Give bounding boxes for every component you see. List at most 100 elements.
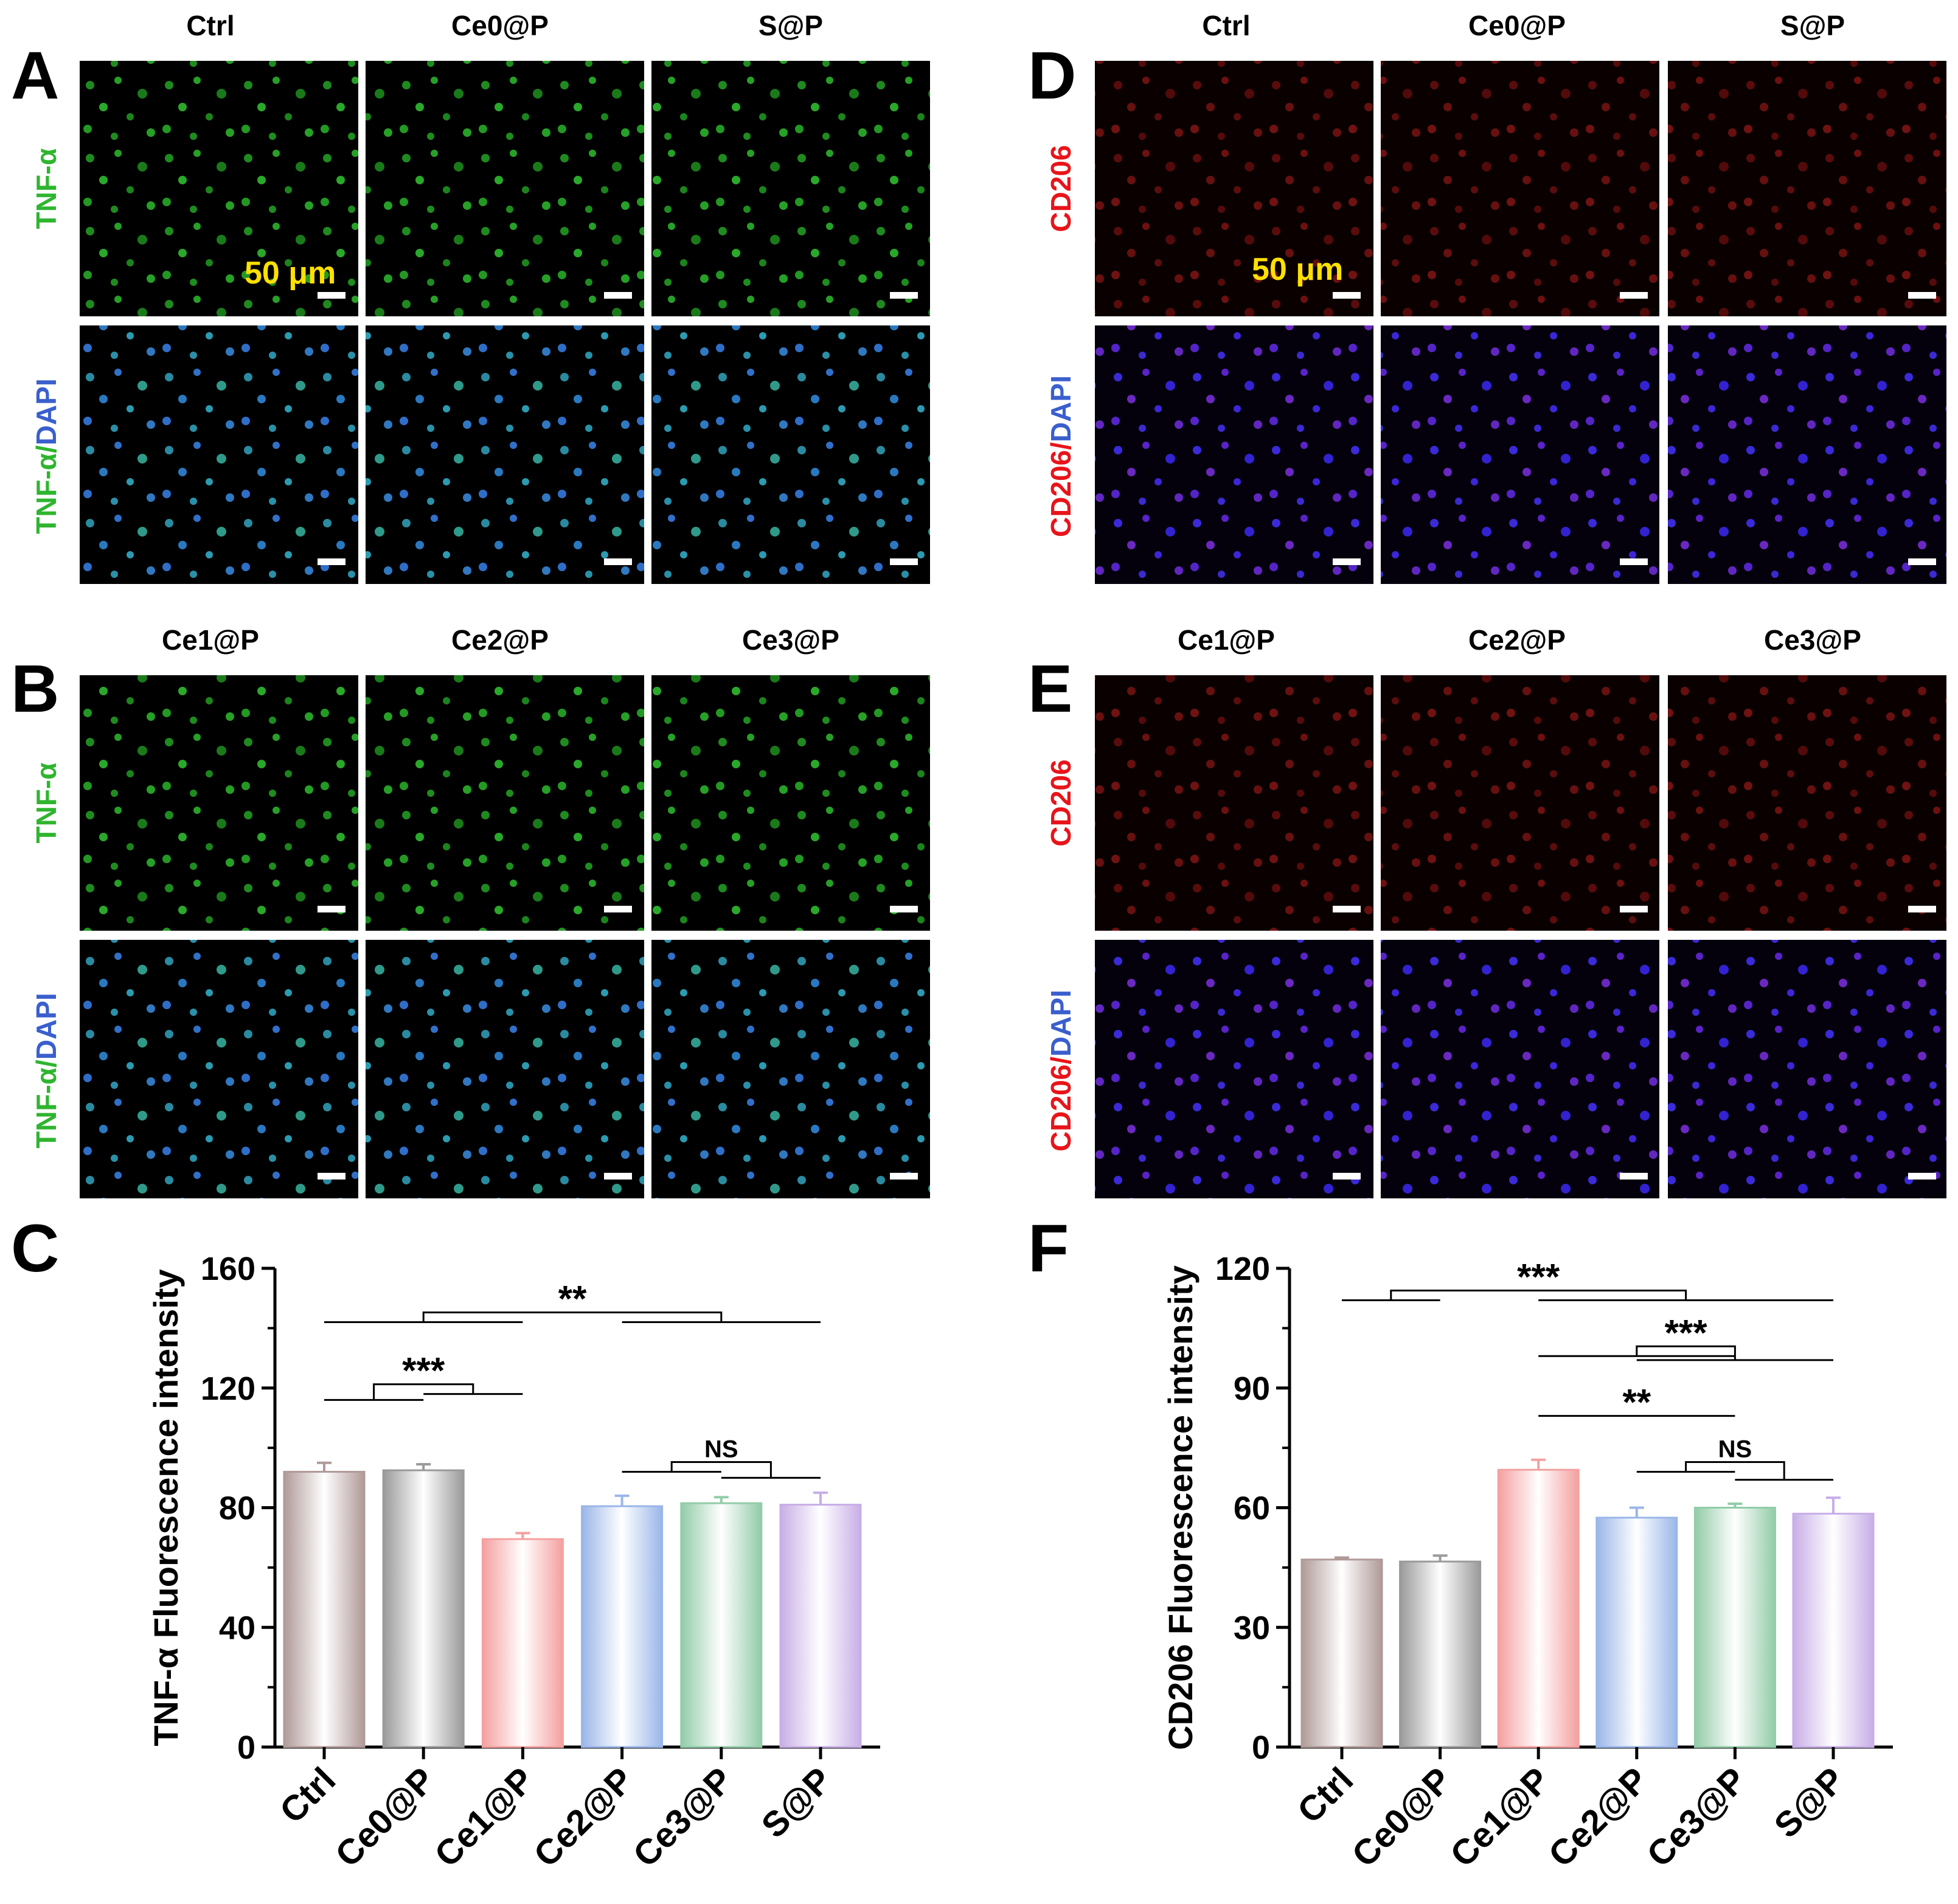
y-tick-label: 40 [219,1610,255,1646]
micrograph-tnf [80,61,358,316]
scale-bar [890,292,918,299]
row-label-part: / [1045,1057,1077,1065]
micrograph-cd206 [1668,675,1946,931]
chart-F: F CD206 Fluorescence intensity 0 30 60 90 120 C… [1028,1211,1893,1875]
significance-connector [1636,1345,1736,1360]
y-tick-label: 0 [1252,1729,1270,1766]
significance-connector [1390,1289,1687,1301]
significance-label: *** [1517,1256,1560,1297]
panel-letter: E [1028,651,1072,726]
column-label: Ce3@P [742,624,839,656]
chart-C: C TNF-α Fluorescence intensity 0 40 80 120 160… [11,1211,880,1875]
x-tick-label: Ce3@P [1639,1760,1754,1875]
row-label: TNF-α [30,148,62,229]
row-label: CD206 [1045,145,1077,232]
row-label-part: TNF-α [30,453,62,534]
column-label: Ce1@P [162,624,259,656]
significance-connector [670,1461,772,1478]
x-tick-label: S@P [1767,1760,1853,1846]
scale-bar [1620,558,1648,565]
panel-D: D Ctrl Ce0@P S@P CD206 CD206/DAPI 50 μm [1028,10,1946,584]
significance-label: NS [704,1436,738,1462]
x-tick-label: Ctrl [1290,1760,1361,1831]
row-label-part: / [30,445,62,453]
micrograph-tnf-dapi [651,325,930,584]
bar [283,1470,366,1748]
row-label-part: TNF-α [30,1068,62,1148]
row-label-part: CD206 [1045,759,1077,846]
row-label-part: CD206 [1045,145,1077,232]
scale-bar [1908,292,1936,299]
y-tick-label: 120 [201,1371,255,1407]
y-axis-label: CD206 Fluorescence intensity [1161,1265,1199,1750]
significance-connector [422,1312,723,1322]
panel-B: B Ce1@P Ce2@P Ce3@P TNF-α TNF-α/DAPI [11,624,930,1198]
row-label-part: DAPI [30,378,62,445]
scale-bar [318,906,345,912]
row-label: CD206/DAPI [1045,375,1077,537]
scale-bar [890,558,918,565]
scale-bar [1333,906,1361,912]
micrograph-tnf [366,61,644,316]
micrograph-cd206-dapi [1095,940,1373,1198]
significance-connector [1685,1461,1785,1480]
micrograph-cd206 [1668,61,1946,316]
significance-label: *** [1665,1312,1708,1353]
bar [680,1502,763,1748]
column-label: Ce3@P [1764,624,1861,656]
x-tick-label: Ce0@P [328,1760,443,1875]
bar [779,1504,862,1748]
x-tick-label: Ce0@P [1344,1760,1459,1875]
row-label-part: DAPI [1045,375,1077,442]
scale-bar [890,1173,918,1180]
bar [1300,1558,1383,1748]
scale-bar [1333,558,1361,565]
micrograph-tnf-dapi [80,940,358,1198]
scale-bar [318,1173,345,1180]
y-tick-label: 30 [1234,1610,1270,1646]
panel-letter: B [11,651,59,726]
row-label: TNF-α [30,762,62,843]
row-label-part: TNF-α [30,762,62,843]
bar [581,1505,664,1748]
panel-letter: F [1028,1211,1069,1286]
scale-bar [1908,1173,1936,1180]
micrograph-tnf-dapi [80,325,358,584]
significance-label: NS [1718,1436,1752,1462]
scale-bar [1908,906,1936,912]
panel-letter: A [11,38,59,113]
scale-bar [604,906,632,912]
micrograph-cd206 [1381,61,1659,316]
row-label: CD206/DAPI [1045,990,1077,1152]
bar [1497,1468,1580,1748]
x-tick-label: Ce1@P [427,1760,542,1875]
x-tick-label: Ce2@P [526,1760,641,1875]
column-label: Ce2@P [451,624,549,656]
row-label-part: DAPI [1045,990,1077,1057]
y-axis-label: TNF-α Fluorescence intensity [147,1269,185,1746]
x-tick-label: Ce2@P [1541,1760,1656,1875]
column-label: S@P [759,10,823,41]
row-label: CD206 [1045,759,1077,846]
y-tick-label: 80 [219,1490,255,1527]
panel-letter: D [1028,38,1076,113]
row-label: TNF-α/DAPI [30,378,62,534]
scale-bar [1620,292,1648,299]
scale-bar [1333,1173,1361,1180]
column-label: Ce1@P [1178,624,1275,656]
y-tick-label: 60 [1234,1490,1270,1527]
column-label: Ctrl [186,10,234,41]
x-tick-label: Ce1@P [1443,1760,1558,1875]
row-label-part: CD206 [1045,450,1077,537]
bar [481,1538,564,1748]
y-tick-label: 0 [237,1729,255,1766]
row-label-part: / [30,1060,62,1068]
row-label-part: TNF-α [30,148,62,229]
scale-bar [604,1173,632,1180]
column-label: Ce0@P [451,10,549,41]
micrograph-cd206-dapi [1668,940,1946,1198]
significance-label: *** [402,1350,445,1391]
scale-bar [318,292,345,299]
micrograph-cd206-dapi [1095,325,1373,584]
